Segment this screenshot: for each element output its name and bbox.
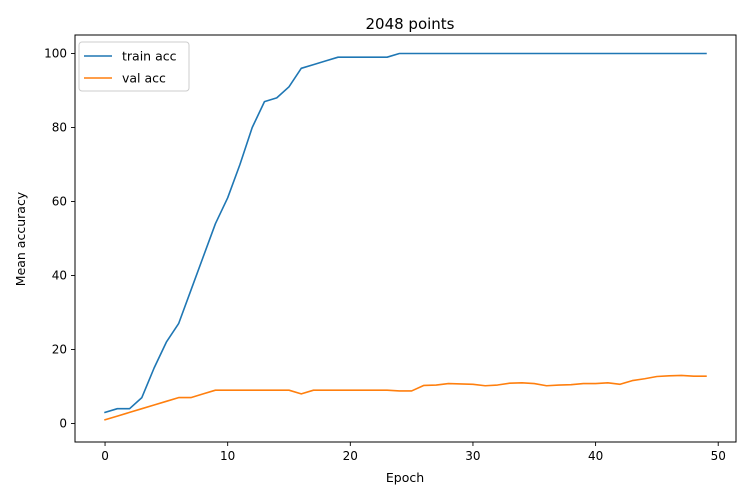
x-tick-label: 10 bbox=[220, 449, 235, 463]
x-tick-label: 50 bbox=[711, 449, 726, 463]
legend: train acc val acc bbox=[78, 41, 190, 92]
series-line-1 bbox=[104, 374, 707, 421]
x-axis: 0 10 20 30 40 50 bbox=[101, 442, 726, 463]
y-tick-label: 20 bbox=[52, 343, 67, 357]
x-tick-label: 30 bbox=[465, 449, 480, 463]
x-axis-label: Epoch bbox=[386, 470, 424, 485]
x-tick-label: 40 bbox=[588, 449, 603, 463]
y-axis-label: Mean accuracy bbox=[13, 191, 28, 286]
legend-label-1: val acc bbox=[122, 71, 166, 86]
y-tick-label: 0 bbox=[59, 417, 67, 431]
y-tick-label: 40 bbox=[52, 269, 67, 283]
plot-frame bbox=[74, 34, 737, 443]
legend-label-0: train acc bbox=[122, 49, 177, 64]
y-tick-label: 80 bbox=[52, 121, 67, 135]
plot-lines bbox=[104, 52, 707, 421]
x-tick-label: 0 bbox=[101, 449, 109, 463]
chart-title: 2048 points bbox=[365, 15, 454, 33]
series-line-0 bbox=[104, 52, 707, 414]
x-tick-label: 20 bbox=[343, 449, 358, 463]
y-tick-label: 60 bbox=[52, 195, 67, 209]
y-axis: 0 20 40 60 80 100 bbox=[44, 47, 75, 431]
y-tick-label: 100 bbox=[44, 47, 67, 61]
